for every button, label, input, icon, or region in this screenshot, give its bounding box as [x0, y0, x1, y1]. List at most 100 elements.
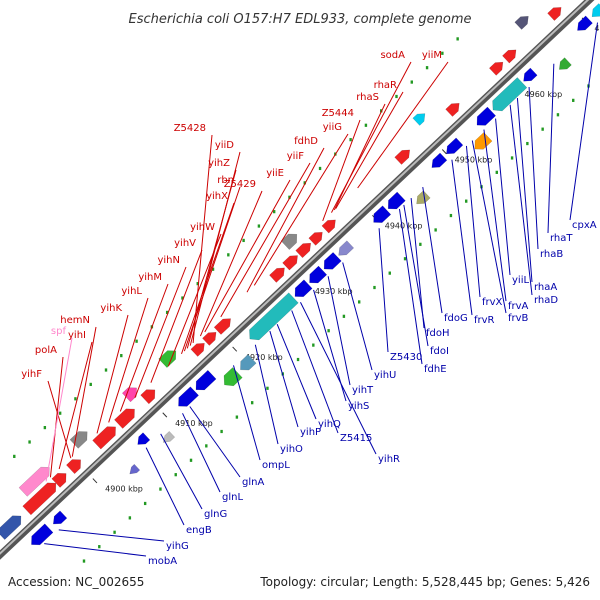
backbone-highlight — [0, 0, 590, 555]
guide-dot — [327, 329, 330, 333]
forward-gene-arrow — [514, 15, 529, 30]
guide-dot — [58, 411, 62, 415]
leader-line — [45, 337, 73, 482]
forward-gene-arrow — [547, 7, 562, 21]
gene-label-frvB: frvB — [508, 313, 529, 324]
leader-line — [471, 140, 507, 314]
guide-dot — [174, 473, 177, 477]
gene-label-engB: engB — [186, 525, 212, 536]
dotted-guide-lines — [13, 37, 590, 563]
gene-label-Z5444: Z5444 — [322, 108, 354, 119]
leader-line — [495, 118, 511, 276]
forward-gene-arrow — [394, 149, 411, 165]
guide-dot — [572, 98, 575, 102]
gene-label-yihS: yihS — [348, 401, 369, 412]
forward-gene-arrow — [445, 103, 460, 117]
tick-mark — [162, 412, 168, 418]
leader-line — [269, 330, 299, 428]
leader-line — [509, 104, 533, 296]
leader-line — [160, 433, 203, 510]
guide-dot — [526, 141, 529, 146]
leader-line — [189, 406, 241, 478]
leader-line — [528, 86, 539, 250]
reverse-gene-arrow — [137, 432, 151, 445]
leader-line — [204, 179, 291, 333]
guide-dot — [13, 454, 16, 458]
leader-line — [333, 103, 386, 211]
gene-features — [0, 3, 600, 546]
reverse-gene-arrow — [240, 354, 257, 371]
guide-dot — [143, 501, 147, 506]
reverse-gene-arrow — [446, 137, 464, 155]
tick-label: 4930 kbp — [315, 287, 353, 296]
guide-dot — [510, 156, 514, 160]
forward-gene-arrow — [213, 318, 231, 335]
gene-label-yiiL: yiiL — [512, 275, 529, 286]
guide-dot — [235, 415, 239, 419]
gene-label-yihV: yihV — [174, 238, 196, 249]
reverse-gene-arrow — [492, 77, 528, 112]
forward-gene-arrow — [18, 466, 50, 497]
guide-dot — [364, 123, 368, 127]
leader-line — [145, 447, 185, 526]
gene-label-Z5429: Z5429 — [224, 179, 256, 190]
gene-label-yiiE: yiiE — [266, 168, 284, 179]
gene-label-rhaB: rhaB — [540, 249, 563, 260]
forward-gene-arrow — [295, 242, 312, 259]
forward-gene-arrow — [269, 267, 285, 283]
guide-dot — [373, 285, 376, 290]
gene-label-fdoG: fdoG — [444, 313, 468, 324]
forward-gene-arrow — [66, 459, 81, 475]
guide-dot — [135, 339, 138, 343]
gene-label-Z5415: Z5415 — [340, 433, 372, 444]
gene-label-rhaT: rhaT — [550, 233, 573, 244]
guide-dot — [296, 357, 300, 362]
leader-line — [134, 266, 187, 398]
guide-dot — [82, 559, 86, 563]
reverse-gene-arrow — [129, 463, 141, 475]
guide-dot — [318, 166, 322, 171]
guide-dot — [495, 170, 498, 174]
leader-line — [451, 159, 473, 316]
tick-mark — [92, 478, 98, 484]
gene-label-yihR: yihR — [378, 454, 400, 465]
guide-dot — [441, 51, 444, 55]
gene-label-yihN: yihN — [157, 255, 180, 266]
gene-label-fdhD: fdhD — [294, 136, 318, 147]
guide-dot — [312, 343, 315, 347]
reverse-gene-arrow — [387, 191, 406, 210]
gene-label-rhaD: rhaD — [534, 295, 558, 306]
guide-dot — [288, 195, 291, 199]
gene-label-glnL: glnL — [222, 492, 243, 503]
gene-label-fdhE: fdhE — [424, 364, 447, 375]
guide-dot — [419, 242, 422, 246]
forward-gene-arrow — [282, 255, 298, 271]
guide-dot — [388, 271, 391, 275]
guide-dot — [43, 425, 47, 430]
summary-text: Topology: circular; Length: 5,528,445 bp… — [259, 575, 590, 589]
guide-dot — [89, 382, 92, 387]
gene-label-hemN: hemN — [60, 315, 90, 326]
map-title: Escherichia coli O157:H7 EDL933, complet… — [129, 12, 472, 27]
leader-line — [342, 262, 373, 371]
leader-line — [47, 380, 72, 459]
reverse-gene-arrow — [31, 523, 54, 546]
leader-line — [547, 63, 555, 234]
guide-dot — [250, 401, 254, 405]
gene-label-yihO: yihO — [280, 444, 303, 455]
guide-dot — [189, 458, 193, 462]
gene-label-glnA: glnA — [242, 477, 264, 488]
forward-gene-arrow — [121, 387, 137, 403]
backbone-line — [0, 0, 595, 560]
guide-dot — [28, 440, 31, 444]
leader-line — [96, 314, 129, 434]
guide-dot — [395, 94, 398, 99]
reverse-gene-arrow — [476, 106, 497, 126]
gene-label-frvR: frvR — [474, 315, 495, 326]
reverse-gene-arrow — [373, 205, 392, 223]
guide-dot — [128, 516, 132, 520]
reverse-gene-arrow — [323, 251, 342, 270]
gene-label-rhaS: rhaS — [356, 92, 379, 103]
reverse-gene-arrow — [431, 152, 448, 168]
reverse-gene-arrow — [523, 67, 538, 82]
